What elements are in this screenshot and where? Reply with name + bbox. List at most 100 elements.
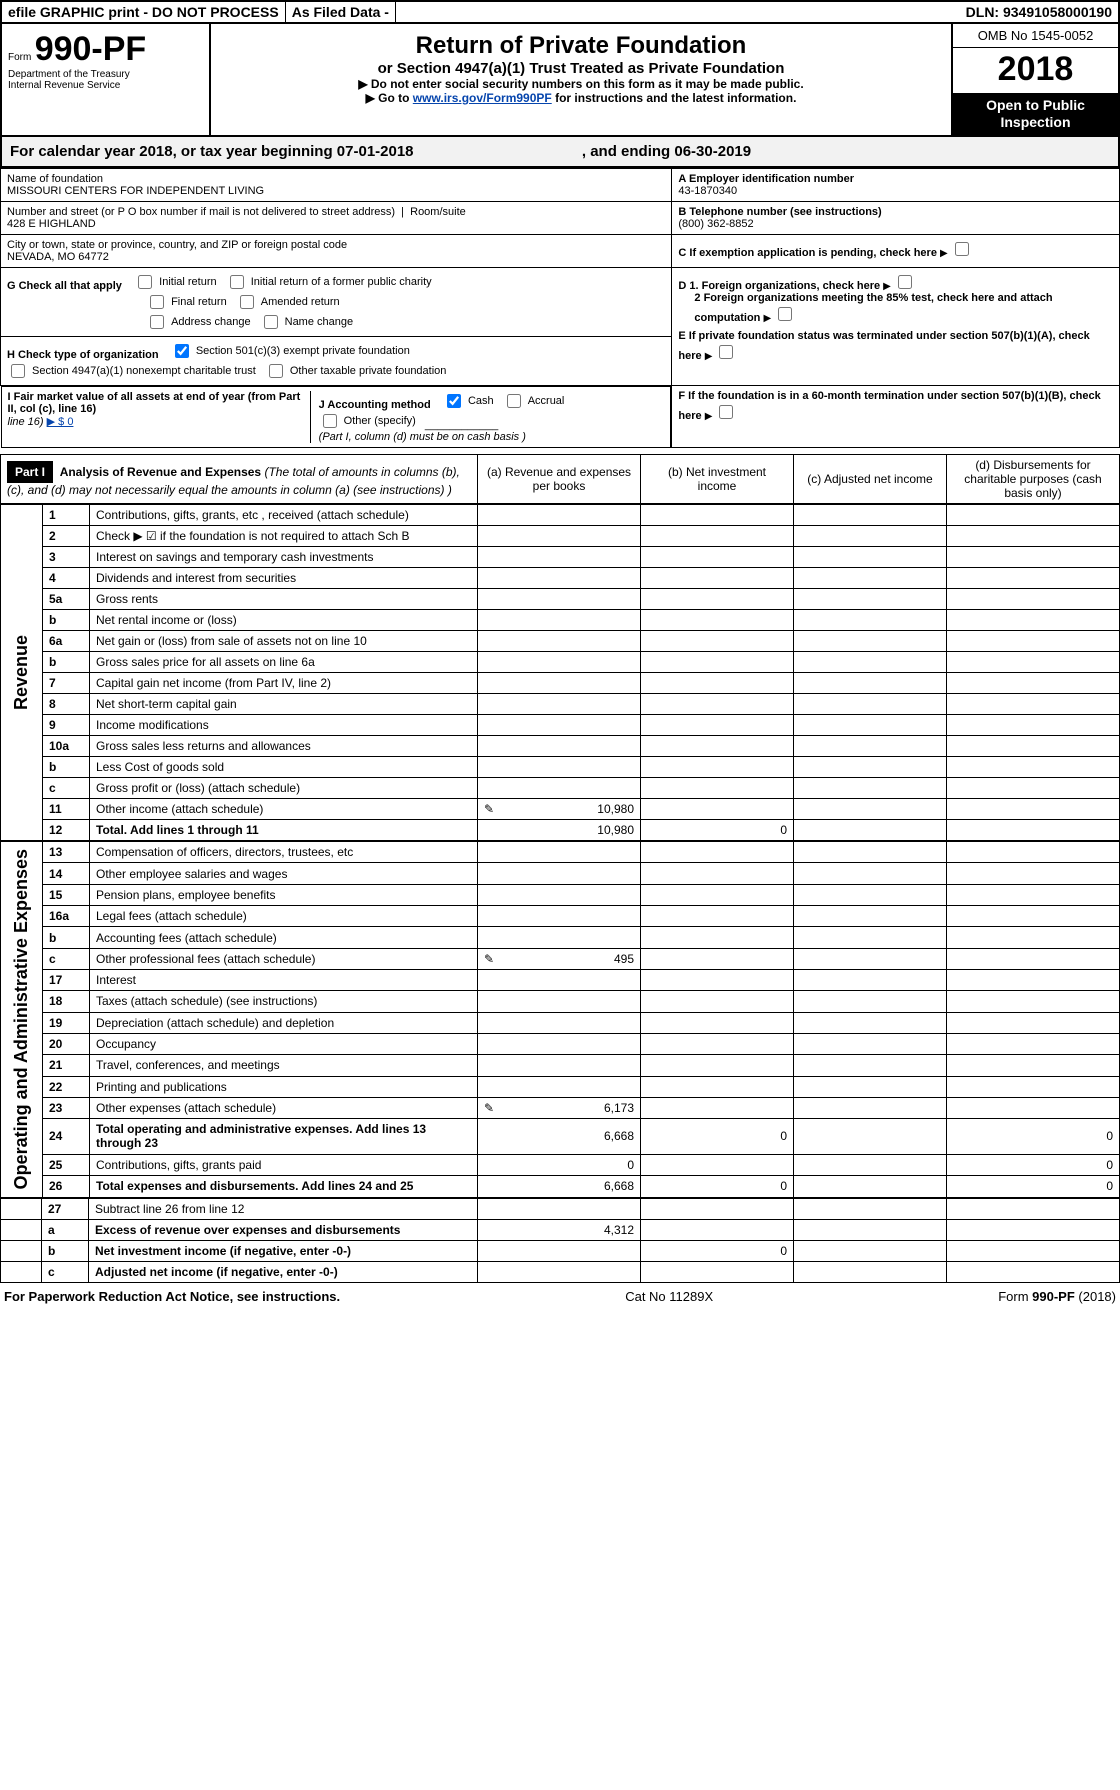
- table-row: 15Pension plans, employee benefits: [1, 884, 1120, 905]
- table-row: 20Occupancy: [1, 1033, 1120, 1054]
- h-opt-0: Section 501(c)(3) exempt private foundat…: [196, 345, 410, 357]
- col-d-cell: [947, 1219, 1120, 1240]
- j-cash[interactable]: [447, 394, 461, 408]
- table-row: cGross profit or (loss) (attach schedule…: [1, 778, 1120, 799]
- row-text: Contributions, gifts, grants, etc , rece…: [90, 505, 478, 526]
- table-row: 27Subtract line 26 from line 12: [1, 1198, 1120, 1219]
- footer-right: Form 990-PF (2018): [998, 1289, 1116, 1304]
- d2-label: 2 Foreign organizations meeting the 85% …: [694, 292, 1052, 324]
- row-number: 10a: [43, 736, 90, 757]
- table-row: bNet investment income (if negative, ent…: [1, 1240, 1120, 1261]
- footer-left: For Paperwork Reduction Act Notice, see …: [4, 1289, 340, 1304]
- row-number: 20: [43, 1033, 90, 1054]
- row-text: Less Cost of goods sold: [90, 757, 478, 778]
- row-text: Legal fees (attach schedule): [90, 906, 478, 927]
- col-a-cell: [478, 505, 641, 526]
- row-text: Taxes (attach schedule) (see instruction…: [90, 991, 478, 1012]
- col-a-cell: [478, 547, 641, 568]
- j-other[interactable]: [323, 414, 337, 428]
- h-other-taxable[interactable]: [269, 364, 283, 378]
- g-final-return[interactable]: [150, 295, 164, 309]
- row-text: Adjusted net income (if negative, enter …: [89, 1261, 478, 1282]
- d2-checkbox[interactable]: [778, 307, 792, 321]
- omb: OMB No 1545-0052: [953, 24, 1118, 48]
- col-c-cell: [794, 1261, 947, 1282]
- col-b-cell: [641, 673, 794, 694]
- addr-row: Number and street (or P O box number if …: [7, 206, 665, 218]
- e-label: E If private foundation status was termi…: [678, 330, 1089, 362]
- col-b-cell: 0: [641, 1240, 794, 1261]
- j-accrual[interactable]: [507, 394, 521, 408]
- identity-box: Name of foundation MISSOURI CENTERS FOR …: [0, 168, 1120, 449]
- col-c-cell: [794, 1198, 947, 1219]
- row-number: b: [43, 610, 90, 631]
- table-row: 24Total operating and administrative exp…: [1, 1119, 1120, 1155]
- row-number: 17: [43, 969, 90, 990]
- col-a-cell: [478, 1198, 641, 1219]
- col-d-cell: [947, 505, 1120, 526]
- col-d-cell: [947, 757, 1120, 778]
- row-text: Interest: [90, 969, 478, 990]
- col-c-cell: [794, 610, 947, 631]
- dept: Department of the Treasury: [8, 69, 203, 80]
- year-end: , and ending 06-30-2019: [582, 143, 751, 160]
- g-address-change[interactable]: [150, 315, 164, 329]
- banner-right: OMB No 1545-0052 2018 Open to Public Ins…: [951, 24, 1118, 135]
- form-label: Form 990-PF: [8, 30, 203, 69]
- g-amended[interactable]: [240, 295, 254, 309]
- irs: Internal Revenue Service: [8, 80, 203, 91]
- attachment-icon: ✎: [484, 1101, 494, 1115]
- col-d-cell: [947, 778, 1120, 799]
- row-number: b: [42, 1240, 89, 1261]
- col-b-cell: [641, 694, 794, 715]
- col-b-cell: [641, 1154, 794, 1175]
- col-a-cell: [478, 589, 641, 610]
- part1-title: Analysis of Revenue and Expenses: [60, 465, 261, 479]
- col-b-cell: [641, 1198, 794, 1219]
- col-c-cell: [794, 1055, 947, 1076]
- g-cell: G Check all that apply Initial return In…: [1, 267, 672, 336]
- col-b-cell: [641, 1076, 794, 1097]
- e-checkbox[interactable]: [719, 345, 733, 359]
- col-d-cell: [947, 1240, 1120, 1261]
- inspection: Inspection: [1000, 114, 1070, 130]
- row-number: c: [43, 778, 90, 799]
- col-a-cell: [478, 927, 641, 948]
- col-d-cell: [947, 694, 1120, 715]
- c-checkbox[interactable]: [955, 242, 969, 256]
- h-4947a1[interactable]: [11, 364, 25, 378]
- table-row: bAccounting fees (attach schedule): [1, 927, 1120, 948]
- table-row: 23Other expenses (attach schedule)✎ 6,17…: [1, 1097, 1120, 1118]
- col-b-cell: [641, 589, 794, 610]
- g-former-public[interactable]: [230, 275, 244, 289]
- col-d-cell: [947, 1261, 1120, 1282]
- d1-checkbox[interactable]: [898, 275, 912, 289]
- addr-value: 428 E HIGHLAND: [7, 218, 665, 230]
- as-filed: As Filed Data -: [286, 2, 396, 22]
- col-b-cell: [641, 757, 794, 778]
- col-c-cell: [794, 1240, 947, 1261]
- row-number: 14: [43, 863, 90, 884]
- g-initial-return[interactable]: [138, 275, 152, 289]
- col-b-cell: [641, 715, 794, 736]
- col-a-cell: [478, 757, 641, 778]
- row-number: 1: [43, 505, 90, 526]
- row-text: Gross rents: [90, 589, 478, 610]
- j-label: J Accounting method: [319, 399, 431, 411]
- col-c-cell: [794, 1012, 947, 1033]
- col-c-cell: [794, 884, 947, 905]
- h-501c3[interactable]: [175, 344, 189, 358]
- g-name-change[interactable]: [264, 315, 278, 329]
- f-checkbox[interactable]: [719, 405, 733, 419]
- irs-link[interactable]: www.irs.gov/Form990PF: [413, 91, 552, 105]
- col-a-cell: [478, 1240, 641, 1261]
- col-a-cell: [478, 526, 641, 547]
- col-b-cell: [641, 526, 794, 547]
- row-number: 25: [43, 1154, 90, 1175]
- col-c-cell: [794, 757, 947, 778]
- row-text: Other expenses (attach schedule): [90, 1097, 478, 1118]
- col-d-cell: [947, 1012, 1120, 1033]
- form-subtitle: or Section 4947(a)(1) Trust Treated as P…: [215, 60, 947, 77]
- j-note: (Part I, column (d) must be on cash basi…: [319, 431, 526, 443]
- row-number: 23: [43, 1097, 90, 1118]
